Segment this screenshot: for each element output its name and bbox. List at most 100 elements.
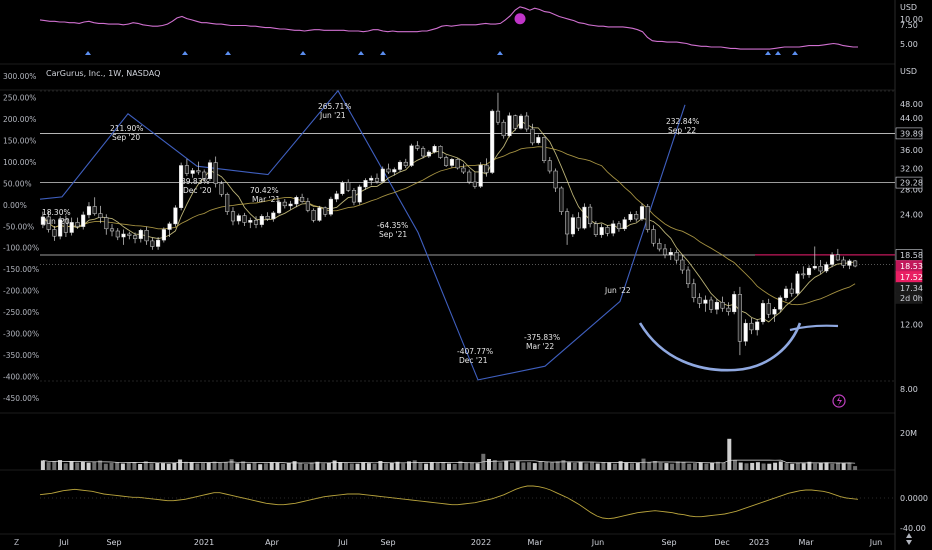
volume-bar: [847, 463, 852, 470]
volume-bar: [183, 461, 188, 470]
roc-annotation-date: Dec '20: [183, 186, 212, 195]
moving-average-line: [42, 120, 856, 323]
volume-bar: [258, 464, 263, 470]
price-axis-currency: USD: [900, 67, 917, 76]
candle-body: [570, 217, 575, 235]
volume-bar: [389, 462, 394, 470]
volume-bar: [298, 463, 303, 470]
roc-annotation-date: Jun '21: [319, 111, 346, 120]
top-axis-tick: 10.00: [900, 15, 923, 24]
time-axis-label: 2021: [194, 538, 214, 547]
candle-body: [495, 110, 501, 123]
volume-bar: [275, 462, 280, 470]
candle-body: [138, 230, 143, 239]
candle-body: [726, 307, 731, 312]
volume-bar: [578, 461, 583, 470]
candle-body: [334, 193, 339, 200]
volume-bar: [675, 461, 680, 470]
candle-body: [501, 121, 506, 137]
candle-body: [536, 137, 541, 144]
volume-bar: [120, 463, 125, 470]
candle-body: [755, 321, 760, 331]
volume-bar: [309, 462, 314, 470]
triangle-up-icon: [358, 51, 364, 55]
candle-body: [737, 294, 742, 342]
price-tag-label: 29.28: [900, 179, 923, 188]
candle-body: [703, 299, 708, 304]
circle-marker-icon: [514, 13, 526, 25]
candle-body: [242, 215, 247, 223]
candle-body: [599, 227, 604, 236]
price-tick: 24.00: [900, 210, 923, 219]
candle-body: [472, 181, 477, 187]
time-axis-label: Mar: [527, 538, 543, 547]
candle-body: [225, 194, 230, 212]
candle-body: [553, 170, 558, 189]
candle-body: [426, 151, 431, 157]
candle-body: [847, 260, 852, 266]
candle-body: [518, 115, 524, 129]
volume-bar: [344, 462, 348, 470]
roc-annotation-date: Mar '22: [526, 342, 554, 351]
candle-body: [213, 162, 218, 184]
volume-bar: [647, 462, 652, 470]
percent-tick: 200.00%: [3, 115, 36, 124]
volume-bar: [550, 462, 554, 470]
candle-body: [271, 212, 276, 220]
roc-annotation-date: Dec '21: [459, 356, 488, 365]
candle-body: [277, 201, 282, 214]
time-axis-label: Mar: [798, 538, 814, 547]
candle-body: [403, 161, 408, 166]
candle-body: [720, 302, 725, 309]
volume-bar: [189, 462, 194, 470]
candle-body: [616, 223, 622, 230]
triangle-up-icon: [300, 51, 306, 55]
time-axis-label: Dec: [714, 538, 729, 547]
candle-body: [207, 162, 213, 179]
volume-bar: [366, 463, 371, 470]
price-axis[interactable]: USD48.0044.0040.0036.0032.0028.0024.0012…: [895, 67, 923, 394]
roc-annotation-value: -64.35%: [377, 221, 408, 230]
candle-body: [806, 267, 812, 276]
candle-body: [795, 273, 800, 294]
volume-bar: [115, 462, 120, 470]
volume-bar: [58, 460, 62, 470]
time-axis-label: Sep: [380, 538, 395, 547]
candle-body: [248, 220, 253, 223]
candle-body: [588, 206, 593, 225]
price-tick: 48.00: [900, 100, 923, 109]
volume-panel: 20M: [40, 429, 917, 470]
candle-body: [259, 216, 264, 225]
candle-body: [184, 165, 189, 174]
chart-widgets[interactable]: Z: [14, 394, 912, 547]
candle-body: [686, 269, 691, 285]
moving-averages: [42, 120, 856, 323]
time-axis-label: Jul: [337, 538, 348, 547]
percent-tick: -300.00%: [3, 330, 39, 339]
candle-body: [40, 216, 45, 225]
triangle-up-icon: [792, 51, 798, 55]
candle-body: [86, 206, 92, 216]
volume-bar: [201, 463, 205, 470]
top-ratio-panel[interactable]: 10.007.50 5.00 USD: [39, 3, 923, 55]
candle-body: [766, 303, 771, 315]
volume-bar: [784, 463, 789, 470]
price-tick: 8.00: [900, 385, 918, 394]
top-axis-tick: 7.50: [900, 21, 918, 30]
volume-bar: [544, 461, 549, 470]
percent-tick: 300.00%: [3, 72, 36, 81]
top-axis-tick: 5.00: [900, 40, 918, 49]
volume-bar: [212, 461, 217, 470]
time-axis[interactable]: Jul Sep 2021 Apr Jul Sep 2022 Mar Jun Sep Dec 2023 M…: [58, 538, 882, 547]
price-tick: 32.00: [900, 165, 923, 174]
candle-body: [346, 182, 351, 191]
volume-bar: [767, 463, 772, 470]
candle-body: [340, 182, 345, 194]
candle-body: [772, 309, 777, 315]
volume-bar: [281, 463, 286, 470]
candle-body: [179, 165, 184, 208]
volume-bar: [143, 461, 148, 470]
volume-bar: [418, 463, 423, 470]
price-tag-label: 17.34: [900, 284, 923, 293]
